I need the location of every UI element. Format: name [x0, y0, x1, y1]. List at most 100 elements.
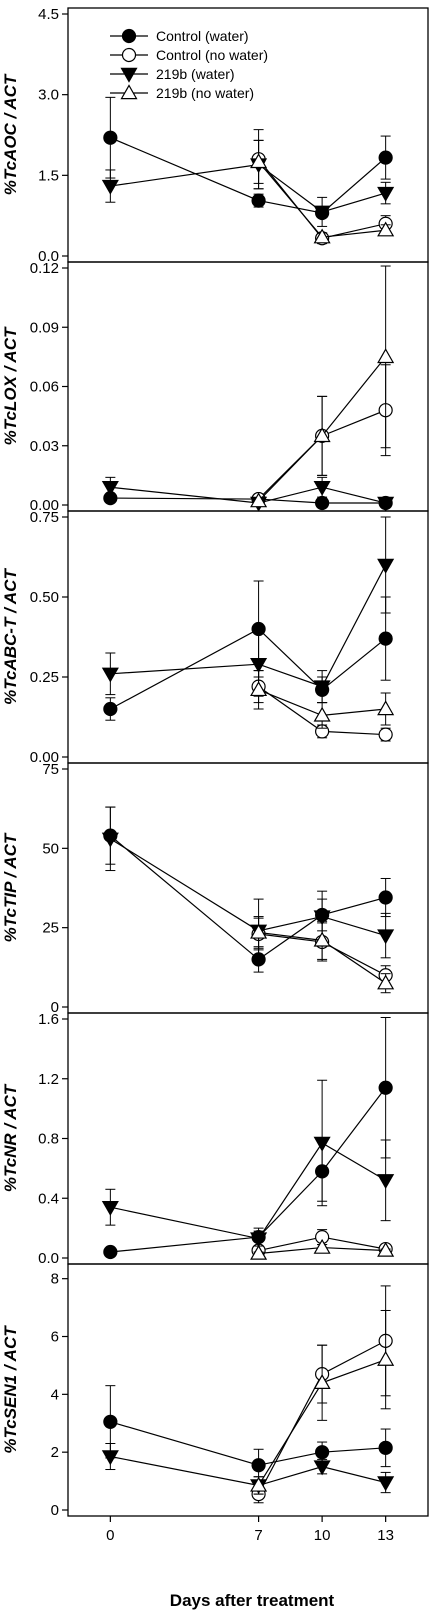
y-tick-label: 0.75	[30, 509, 59, 526]
y-tick-label: 1.2	[38, 1071, 59, 1088]
data-point	[378, 631, 393, 646]
legend-label: Control (water)	[156, 28, 249, 44]
series-line	[110, 137, 387, 214]
data-point	[315, 1445, 330, 1460]
y-tick-label: 0.09	[30, 319, 59, 336]
legend-label: Control (no water)	[156, 47, 268, 63]
panel-frame	[67, 261, 429, 512]
data-point	[313, 228, 331, 244]
x-tick-label: 0	[106, 1527, 114, 1544]
data-point	[377, 700, 395, 716]
y-axis-label: %TcLOX / ACT	[1, 326, 20, 445]
series-line	[110, 1421, 386, 1466]
y-axis-label: %TcTIP / ACT	[1, 832, 20, 942]
y-tick-label: 0.4	[38, 1190, 59, 1207]
y-tick-label: 0.00	[30, 749, 59, 766]
data-point	[313, 427, 331, 443]
legend-entry-4: 219b (no water)	[110, 84, 254, 101]
data-point	[377, 221, 395, 237]
y-tick-label: 0.06	[30, 379, 59, 396]
y-axis-label: %TcSEN1 / ACT	[1, 1325, 20, 1454]
series-1	[103, 96, 393, 221]
data-point	[250, 1476, 268, 1492]
y-tick-label: 50	[42, 840, 59, 857]
data-point	[313, 706, 331, 722]
data-point	[101, 832, 119, 848]
data-point	[101, 667, 119, 683]
data-point	[377, 929, 395, 945]
series-3	[101, 476, 395, 512]
series-line	[109, 835, 386, 961]
y-tick-label: 3.0	[38, 87, 59, 104]
data-point	[251, 1458, 266, 1473]
series-4	[250, 139, 395, 244]
data-point	[313, 1374, 331, 1389]
panel-frame	[67, 1263, 429, 1517]
y-tick-label: 25	[42, 920, 59, 937]
x-tick-label: 10	[314, 1527, 331, 1544]
series-line	[110, 838, 386, 937]
legend-marker	[121, 47, 137, 63]
chart-panel-2: 0.00 0.03 0.06 0.09 0.12 %TcLOX / ACT	[1, 260, 429, 514]
legend-marker	[120, 84, 138, 100]
x-tick-label: 7	[254, 1527, 262, 1544]
y-tick-label: 0.03	[30, 438, 59, 455]
series-4	[250, 1309, 395, 1495]
chart-panel-6: 0 2 4 6 8 %TcSEN1 / ACT	[1, 1263, 429, 1519]
series-line	[110, 564, 387, 688]
legend-entry-3: 219b (water)	[110, 66, 235, 83]
data-point	[103, 701, 118, 717]
data-point	[103, 1244, 118, 1260]
data-point	[378, 1440, 393, 1455]
data-point	[313, 910, 331, 926]
legend-entry-1: Control (water)	[110, 28, 249, 44]
series-line	[110, 1455, 386, 1487]
y-tick-label: 8	[51, 1271, 59, 1288]
data-point	[250, 153, 268, 169]
y-tick-label: 0.0	[38, 1250, 59, 1267]
panel-frame	[67, 1012, 429, 1265]
data-point	[101, 179, 119, 195]
chart-panel-3: 0.00 0.25 0.50 0.75 %TcABC-T / ACT	[1, 509, 429, 766]
series-1	[103, 806, 393, 973]
data-point	[377, 1241, 395, 1257]
y-tick-label: 4.5	[38, 6, 59, 23]
series-4	[250, 916, 395, 994]
series-4	[250, 670, 395, 729]
y-tick-label: 2	[51, 1444, 59, 1461]
y-tick-label: 0.00	[30, 497, 59, 514]
x-tick-label: 13	[377, 1527, 394, 1544]
y-tick-label: 0.8	[38, 1131, 59, 1148]
chart-panels: 0.01.53.04.5%TcAOC / ACT0.000.030.060.09…	[1, 6, 429, 1519]
data-point	[250, 923, 268, 939]
data-point	[313, 1136, 331, 1152]
series-line	[110, 1142, 386, 1240]
series-line	[110, 628, 387, 710]
chart-legend: Control (water) Control (no water) 219b (w…	[110, 28, 268, 101]
series-1	[103, 1017, 393, 1260]
data-point	[313, 680, 331, 696]
series-line	[110, 1087, 387, 1253]
series-3	[101, 806, 395, 964]
y-tick-label: 1.6	[38, 1011, 59, 1028]
data-point	[103, 130, 118, 145]
data-point	[101, 1450, 119, 1466]
data-point	[377, 558, 395, 574]
data-point	[250, 492, 268, 508]
y-axis-label: %TcNR / ACT	[1, 1083, 20, 1192]
panel-frame	[67, 510, 429, 764]
data-point	[377, 348, 395, 364]
y-tick-label: 75	[42, 761, 59, 778]
series-2	[251, 129, 393, 246]
data-point	[377, 1476, 395, 1492]
chart-panel-5: 0.0 0.4 0.8 1.2 1.6 %TcNR / ACT	[1, 1011, 429, 1267]
y-tick-label: 0.50	[30, 589, 59, 606]
data-point	[250, 657, 268, 673]
data-point	[250, 1244, 268, 1260]
data-point	[378, 1080, 393, 1095]
series-line	[110, 163, 386, 213]
series-1	[103, 1385, 393, 1482]
data-point	[101, 1200, 119, 1216]
data-point	[251, 193, 266, 208]
data-point	[313, 1460, 331, 1476]
